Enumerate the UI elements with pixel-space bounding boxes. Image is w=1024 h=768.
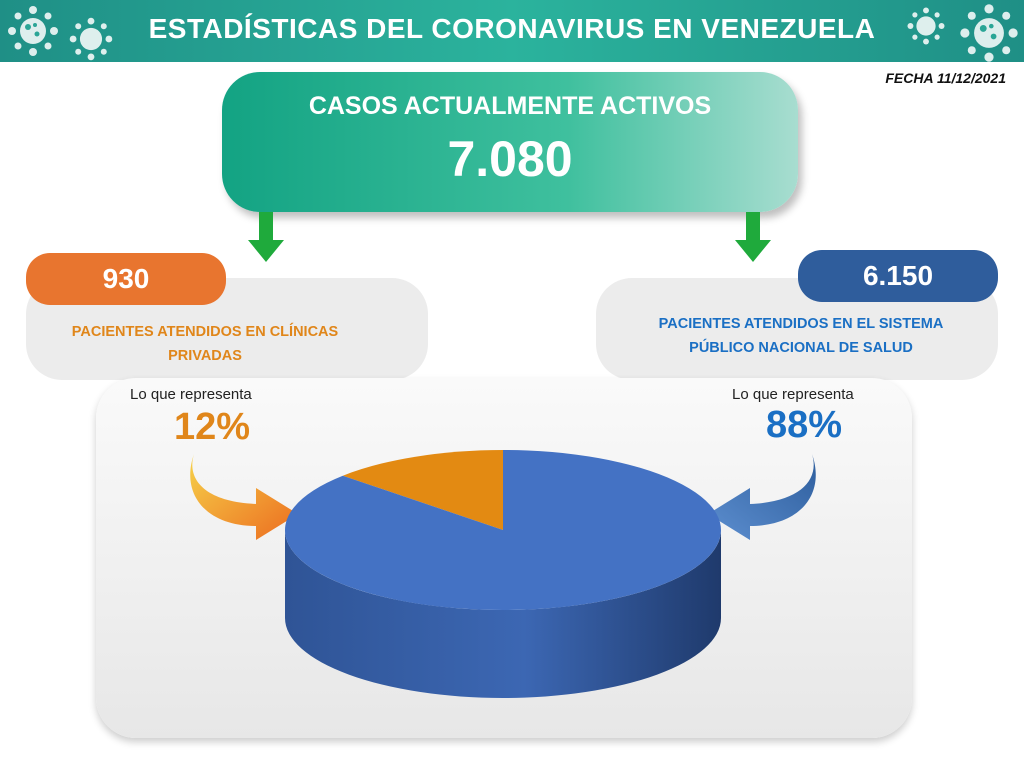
pie-slice-private-clinics xyxy=(342,450,503,530)
private-clinics-description-line2: PRIVADAS xyxy=(168,348,242,364)
public-system-count: 6.150 xyxy=(798,250,998,302)
private-represent-label: Lo que representa xyxy=(130,386,252,403)
virus-icon xyxy=(960,4,1018,62)
pie-slice-public-system xyxy=(285,450,721,610)
private-clinics-description-line1: PACIENTES ATENDIDOS EN CLÍNICAS xyxy=(71,324,339,340)
private-percent-label: 12% xyxy=(174,406,251,448)
pie-chart xyxy=(285,450,721,698)
active-cases-value: 7.080 xyxy=(447,131,573,187)
private-clinics-count: 930 xyxy=(26,253,226,305)
curved-arrow-orange-icon xyxy=(190,454,298,540)
curved-arrow-blue-icon xyxy=(708,454,816,540)
down-arrow-icon xyxy=(248,212,284,262)
down-arrow-icon xyxy=(735,212,771,262)
active-cases-box: CASOS ACTUALMENTE ACTIVOS 7.080 xyxy=(222,72,798,212)
virus-icon xyxy=(907,7,945,45)
virus-icon xyxy=(8,6,58,56)
date-label: FECHA 11/12/2021 xyxy=(885,70,1006,86)
public-system-description-line2: PÚBLICO NACIONAL DE SALUD xyxy=(689,340,913,356)
header-banner: ESTADÍSTICAS DEL CORONAVIRUS EN VENEZUEL… xyxy=(0,0,1024,62)
public-represent-label: Lo que representa xyxy=(732,386,854,403)
page-title: ESTADÍSTICAS DEL CORONAVIRUS EN VENEZUEL… xyxy=(148,13,876,44)
public-system-description-line1: PACIENTES ATENDIDOS EN EL SISTEMA xyxy=(658,316,944,332)
public-percent-label: 88% xyxy=(766,404,843,446)
pie-side-wall xyxy=(285,530,721,698)
public-system-description: PACIENTES ATENDIDOS EN EL SISTEMA PÚBLIC… xyxy=(626,312,976,360)
active-cases-label: CASOS ACTUALMENTE ACTIVOS xyxy=(308,92,712,120)
virus-icon xyxy=(69,17,113,61)
private-clinics-description: PACIENTES ATENDIDOS EN CLÍNICAS PRIVADAS xyxy=(40,320,370,368)
